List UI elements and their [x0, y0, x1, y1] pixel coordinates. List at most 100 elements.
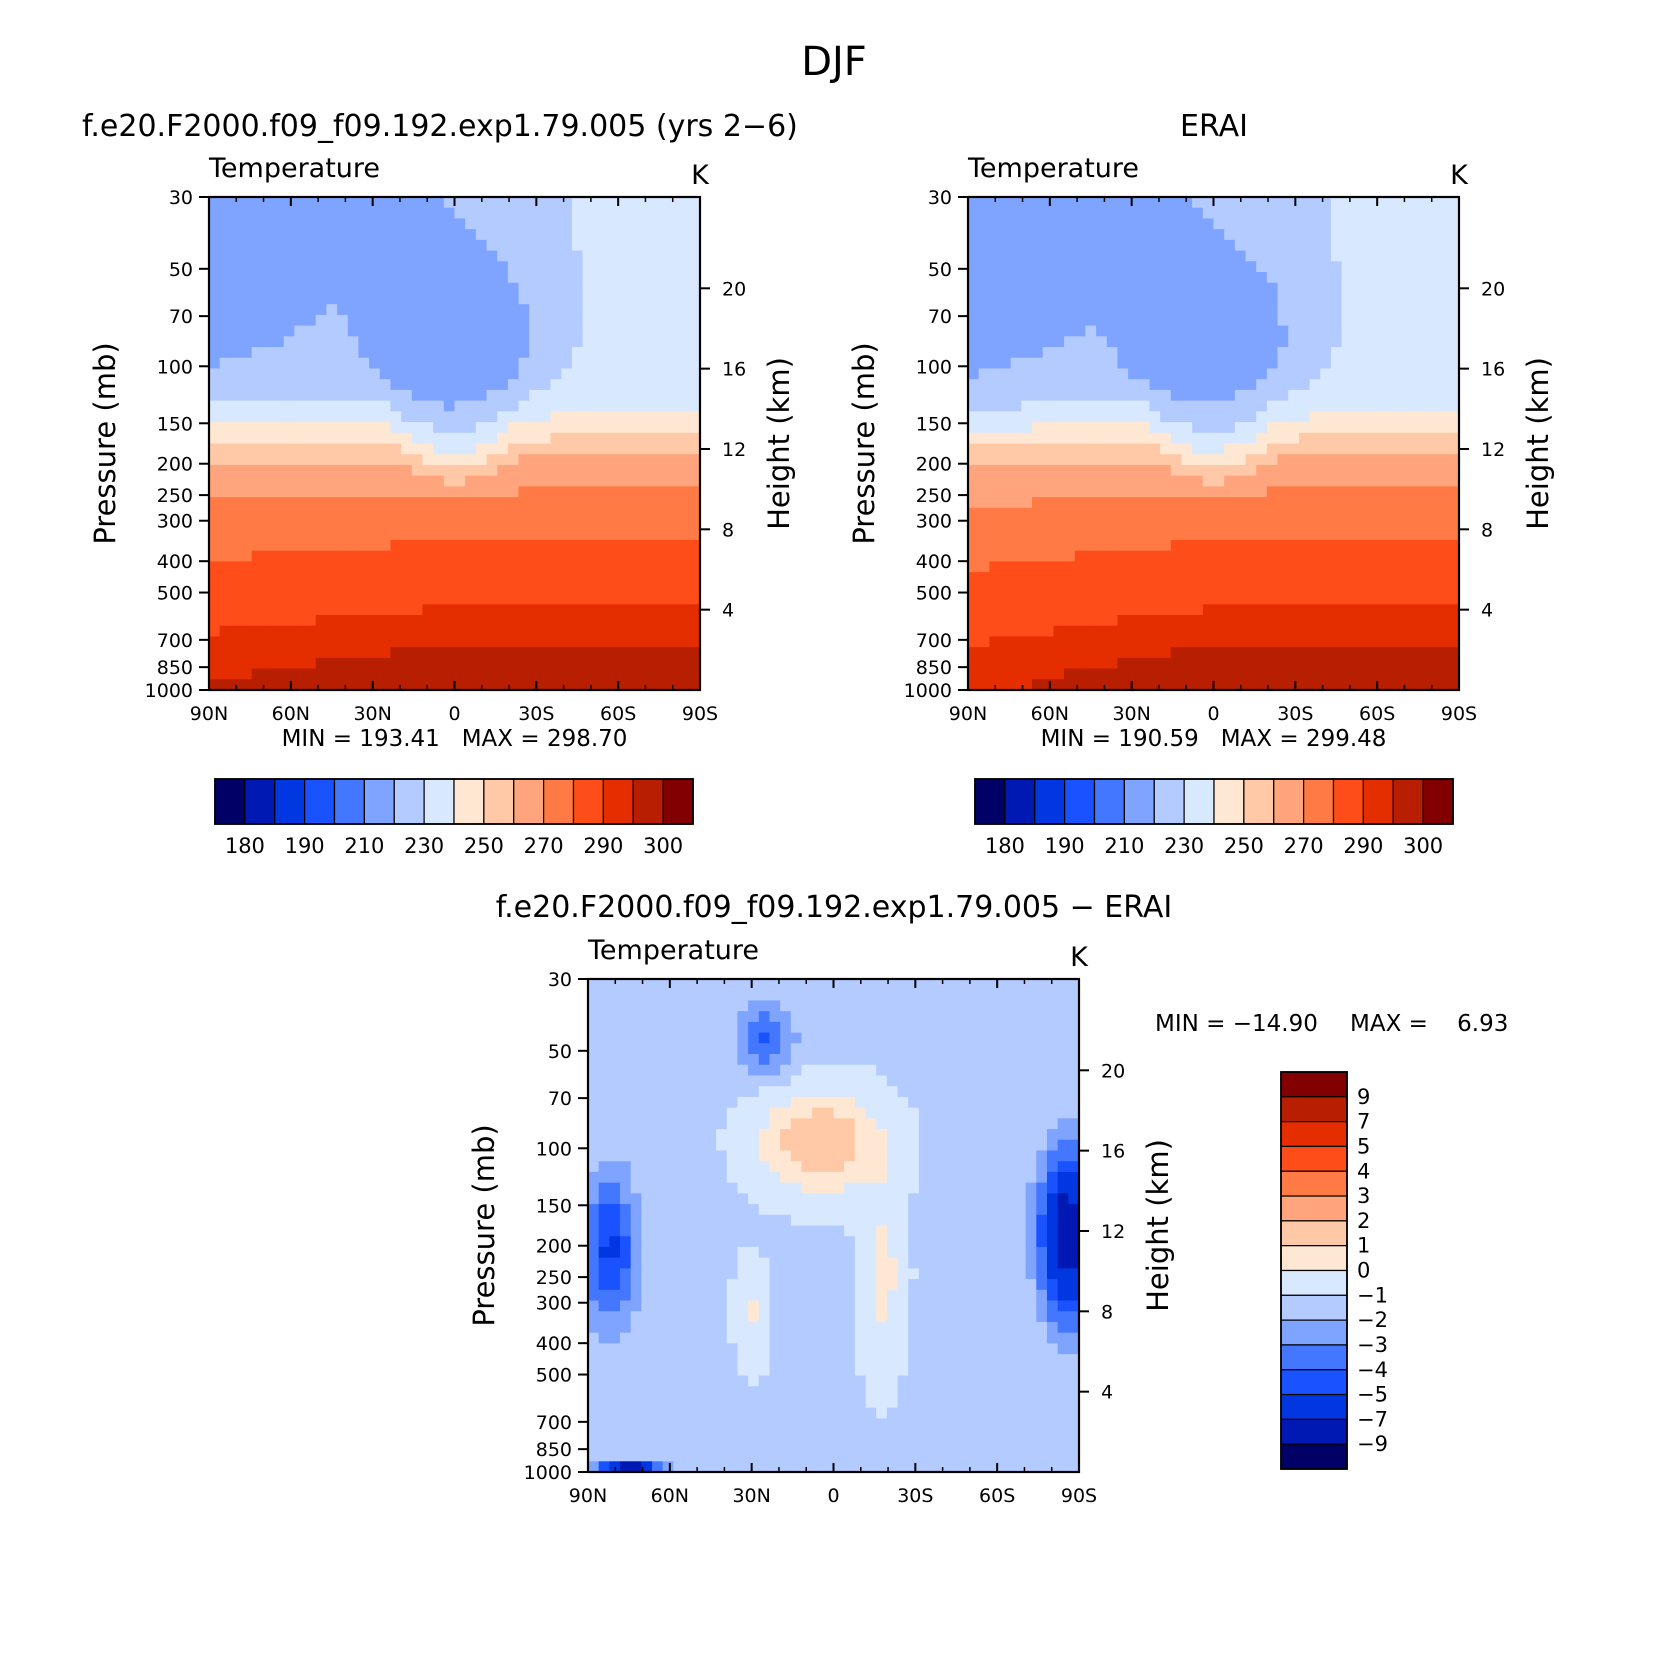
model-field-cell [433, 507, 445, 520]
model-field-cell [337, 218, 349, 230]
model-field-cell [486, 443, 498, 455]
model-field-cell [433, 614, 445, 627]
model-field-cell [433, 561, 445, 573]
obs-field-cell [1426, 239, 1439, 252]
model-field-cell [539, 389, 552, 402]
diff-field-cell [662, 1300, 674, 1312]
obs-field-cell [1373, 539, 1385, 552]
obs-field-cell [1021, 379, 1033, 391]
model-field-cell [646, 357, 658, 370]
obs-field-cell [1085, 582, 1097, 595]
obs-field-cell [1074, 668, 1087, 680]
model-field-cell [486, 411, 498, 423]
obs-field-cell [1213, 229, 1225, 241]
model-field-cell [443, 432, 456, 445]
model-field-cell [593, 507, 605, 520]
obs-field-cell [1117, 325, 1129, 337]
obs-field-cell [1437, 497, 1449, 509]
model-field-cell [379, 379, 392, 391]
obs-field-cell [1437, 518, 1449, 530]
model-field-cell [347, 325, 360, 337]
model-field-cell [497, 668, 509, 680]
model-field-cell [593, 400, 605, 412]
model-field-cell [401, 422, 413, 434]
obs-field-cell [1106, 432, 1119, 445]
model-field-cell [571, 400, 584, 412]
model-field-cell [454, 207, 466, 220]
obs-field-cell [1298, 497, 1311, 509]
obs-field-cell [1330, 411, 1343, 423]
model-field-cell [401, 625, 413, 638]
obs-field-cell [1160, 357, 1172, 370]
obs-field-cell [1256, 486, 1268, 498]
model-field-cell [273, 604, 285, 616]
obs-field-cell [1405, 304, 1417, 316]
obs-field-cell [989, 647, 1001, 659]
obs-field-cell [1000, 507, 1012, 520]
obs-field-cell [1384, 400, 1396, 412]
diff-field-cell [652, 1011, 664, 1023]
model-field-cell [326, 497, 338, 509]
model-field-cell [561, 454, 573, 466]
obs-field-cell [968, 668, 980, 680]
obs-field-cell [1160, 443, 1172, 455]
obs-field-cell [1000, 293, 1012, 305]
obs-field-cell [1352, 550, 1364, 562]
obs-field-cell [1437, 561, 1449, 573]
obs-field-cell [1074, 539, 1087, 552]
obs-field-cell [1117, 197, 1129, 209]
model-field-cell [550, 314, 562, 327]
diff-field-cell [588, 1279, 600, 1291]
obs-field-cell [1202, 625, 1215, 638]
obs-field-cell [1074, 464, 1087, 477]
diff-field-cell [694, 1257, 707, 1269]
model-field-cell [283, 647, 295, 659]
model-field-cell [401, 604, 413, 616]
obs-field-cell [1128, 604, 1140, 616]
obs-field-cell [1426, 304, 1439, 316]
model-field-cell [294, 454, 306, 466]
model-field-cell [379, 304, 392, 316]
obs-field-cell [1042, 347, 1054, 359]
model-field-cell [273, 657, 285, 670]
model-field-cell [614, 357, 626, 370]
diff-field-cell [609, 1418, 621, 1430]
model-field-cell [625, 347, 637, 359]
obs-field-cell [1224, 357, 1236, 370]
obs-field-cell [1394, 432, 1407, 445]
model-field-cell [262, 207, 274, 220]
obs-xtick-label: 60N [1031, 703, 1069, 725]
model-field-cell [657, 293, 669, 305]
model-field-cell [294, 668, 306, 680]
obs-field-cell [1170, 347, 1183, 359]
obs-field-cell [1416, 218, 1428, 230]
obs-field-cell [1181, 454, 1193, 466]
obs-field-cell [1074, 625, 1087, 638]
diff-field-cell [662, 1246, 674, 1259]
obs-field-cell [1202, 539, 1215, 552]
model-field-cell [305, 464, 317, 477]
obs-field-cell [1298, 400, 1311, 412]
model-field-cell [326, 293, 338, 305]
model-field-cell [529, 357, 541, 370]
model-field-cell [582, 593, 594, 605]
model-field-cell [251, 529, 263, 541]
obs-field-cell [1170, 454, 1183, 466]
model-field-cell [593, 357, 605, 370]
obs-field-cell [1245, 497, 1257, 509]
model-field-cell [454, 539, 466, 552]
obs-field-cell [1053, 657, 1065, 670]
obs-field-cell [1341, 357, 1353, 370]
model-field-cell [230, 250, 242, 262]
diff-field-cell [705, 989, 717, 1002]
model-field-cell [326, 647, 338, 659]
obs-field-cell [1320, 325, 1332, 337]
obs-field-cell [1320, 679, 1332, 691]
model-field-cell [337, 636, 349, 648]
obs-field-cell [1128, 614, 1140, 627]
obs-field-cell [1426, 464, 1439, 477]
diff-field-cell [673, 1300, 685, 1312]
diff-field-cell [684, 1075, 696, 1087]
model-field-cell [657, 197, 669, 209]
model-field-cell [369, 218, 381, 230]
